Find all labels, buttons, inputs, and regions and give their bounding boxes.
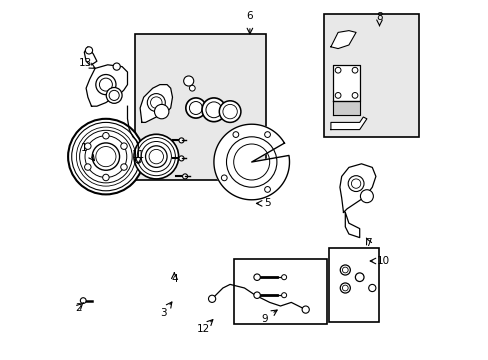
Bar (323, 14, 418, 137)
Circle shape (335, 93, 340, 98)
Circle shape (340, 283, 349, 293)
Circle shape (219, 101, 241, 122)
Circle shape (84, 143, 91, 149)
Circle shape (182, 174, 187, 179)
Circle shape (121, 143, 127, 149)
Circle shape (135, 157, 141, 163)
Polygon shape (86, 65, 127, 106)
Bar (328, 248, 379, 322)
Circle shape (85, 47, 92, 54)
Polygon shape (345, 212, 359, 238)
Circle shape (281, 293, 286, 298)
Circle shape (147, 94, 165, 112)
Circle shape (340, 265, 349, 275)
Text: 13: 13 (79, 58, 92, 68)
Polygon shape (140, 85, 172, 122)
Text: 4: 4 (171, 274, 177, 284)
Circle shape (351, 67, 357, 73)
Bar (233, 259, 326, 324)
Circle shape (368, 284, 375, 292)
Circle shape (179, 138, 183, 143)
Text: 1: 1 (81, 143, 87, 153)
Circle shape (80, 298, 86, 303)
Polygon shape (330, 31, 355, 49)
Circle shape (92, 143, 120, 170)
Text: 8: 8 (375, 12, 382, 22)
Circle shape (185, 98, 205, 118)
Circle shape (84, 164, 91, 170)
Polygon shape (84, 47, 93, 65)
Polygon shape (213, 124, 289, 200)
Circle shape (202, 98, 225, 122)
Circle shape (232, 132, 238, 138)
Text: 2: 2 (75, 303, 81, 313)
Circle shape (253, 274, 260, 280)
Circle shape (347, 176, 363, 192)
Circle shape (189, 85, 195, 91)
Circle shape (253, 292, 260, 298)
Circle shape (355, 273, 363, 282)
Circle shape (96, 75, 116, 95)
Circle shape (264, 186, 270, 192)
Text: 10: 10 (376, 256, 389, 266)
Polygon shape (339, 164, 375, 212)
Text: 6: 6 (246, 11, 253, 21)
Text: 5: 5 (264, 198, 271, 208)
Circle shape (113, 63, 120, 70)
Circle shape (102, 174, 109, 181)
Polygon shape (330, 117, 366, 130)
Text: 9: 9 (261, 314, 267, 324)
Circle shape (208, 295, 215, 302)
Text: 12: 12 (196, 324, 209, 334)
Bar (134, 34, 265, 180)
Circle shape (360, 190, 373, 203)
Circle shape (106, 87, 122, 103)
Circle shape (183, 76, 193, 86)
Circle shape (121, 164, 127, 170)
Circle shape (102, 132, 109, 139)
Circle shape (145, 146, 167, 167)
Circle shape (335, 67, 340, 73)
Circle shape (281, 275, 286, 280)
Circle shape (351, 93, 357, 98)
Circle shape (221, 175, 227, 181)
Text: 3: 3 (160, 308, 166, 318)
Circle shape (68, 119, 143, 194)
Circle shape (302, 306, 309, 313)
Circle shape (264, 132, 270, 138)
Polygon shape (332, 65, 359, 101)
Polygon shape (332, 101, 359, 115)
Text: 11: 11 (131, 150, 144, 160)
Circle shape (134, 134, 178, 179)
Circle shape (179, 156, 183, 161)
Text: 7: 7 (365, 238, 371, 248)
Circle shape (154, 104, 168, 119)
